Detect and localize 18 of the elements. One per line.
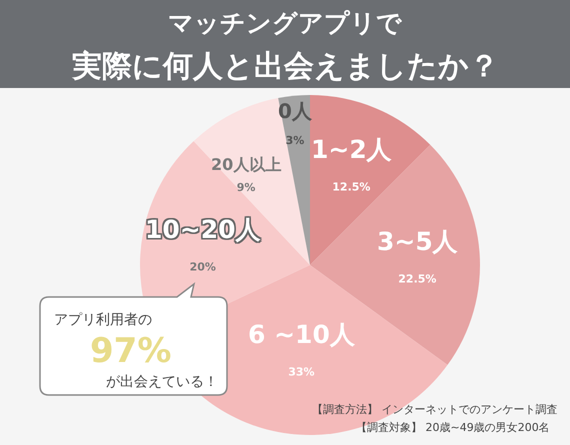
data-label: 12.5% (332, 180, 370, 194)
slice-label: 6 ~10人 (248, 320, 356, 349)
data-label: 33% (288, 366, 315, 378)
data-label: 3% (286, 134, 304, 147)
slice-label: 20人以上 (211, 155, 282, 174)
slice-label: 3~5人 (377, 227, 459, 256)
data-label: 20% (190, 260, 216, 274)
chart-subtitle: 実際に何人と出会えましたか？ (71, 49, 499, 84)
text: 97% (90, 331, 172, 371)
chart-title: マッチングアプリで (168, 8, 403, 38)
text: 【調査方法】 インターネットでのアンケート調査 (312, 403, 558, 416)
data-label: 22.5% (398, 272, 436, 286)
slice-label: 1~2人 (311, 135, 393, 164)
text: アプリ利用者の (54, 312, 152, 328)
text: 【調査対象】 20歳~49歳の男女200名 (356, 421, 550, 434)
text: が出会えている！ (106, 374, 218, 390)
slice-label: 10~20人 (145, 215, 262, 244)
data-label: 9% (236, 180, 256, 194)
